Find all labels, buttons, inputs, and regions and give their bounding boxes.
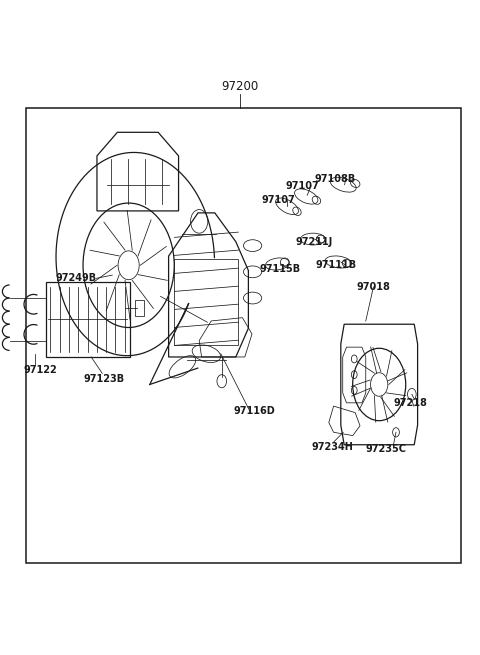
Text: 97234H: 97234H <box>311 441 353 452</box>
Text: 97200: 97200 <box>221 80 259 93</box>
Text: 97122: 97122 <box>23 365 57 375</box>
Text: 97235C: 97235C <box>366 443 407 454</box>
Text: 97107: 97107 <box>262 195 295 205</box>
Text: 97211J: 97211J <box>295 237 333 248</box>
Text: 97218: 97218 <box>394 398 428 408</box>
Text: 97108B: 97108B <box>314 174 356 184</box>
Text: 97115B: 97115B <box>259 263 300 274</box>
Text: 97123B: 97123B <box>84 373 125 384</box>
Text: 97107: 97107 <box>286 181 319 191</box>
Text: 97116D: 97116D <box>234 405 276 416</box>
Text: 97018: 97018 <box>356 282 390 292</box>
Text: 97111B: 97111B <box>316 259 357 270</box>
Text: 97249B: 97249B <box>55 273 96 284</box>
